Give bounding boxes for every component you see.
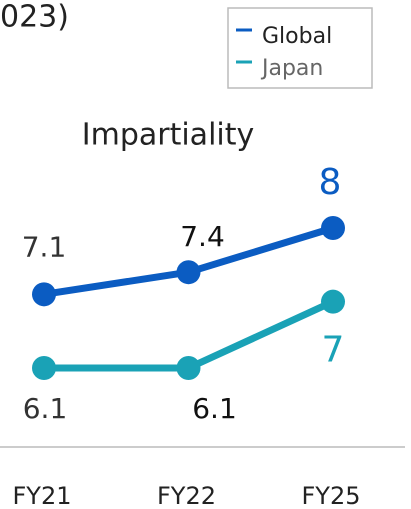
chart-title: Impartiality — [82, 118, 255, 153]
point — [32, 282, 56, 307]
x-tick-label: FY25 — [301, 482, 360, 509]
data-label: 7 — [322, 330, 345, 371]
point — [321, 289, 345, 314]
point — [32, 356, 56, 380]
point — [176, 356, 201, 380]
data-label: 7.4 — [180, 220, 225, 253]
point — [176, 260, 201, 285]
x-tick-label: FY21 — [12, 482, 71, 509]
data-label: 7.1 — [22, 230, 67, 263]
legend-box — [227, 7, 373, 89]
legend-label: Global — [262, 24, 332, 49]
data-label: 8 — [319, 162, 342, 203]
data-label: 6.1 — [192, 392, 237, 425]
data-label: 6.1 — [23, 392, 68, 425]
chart-subtitle: 023) — [0, 0, 69, 35]
x-tick-label: FY22 — [157, 482, 216, 509]
point — [321, 216, 345, 240]
legend-label: Japan — [260, 56, 323, 81]
